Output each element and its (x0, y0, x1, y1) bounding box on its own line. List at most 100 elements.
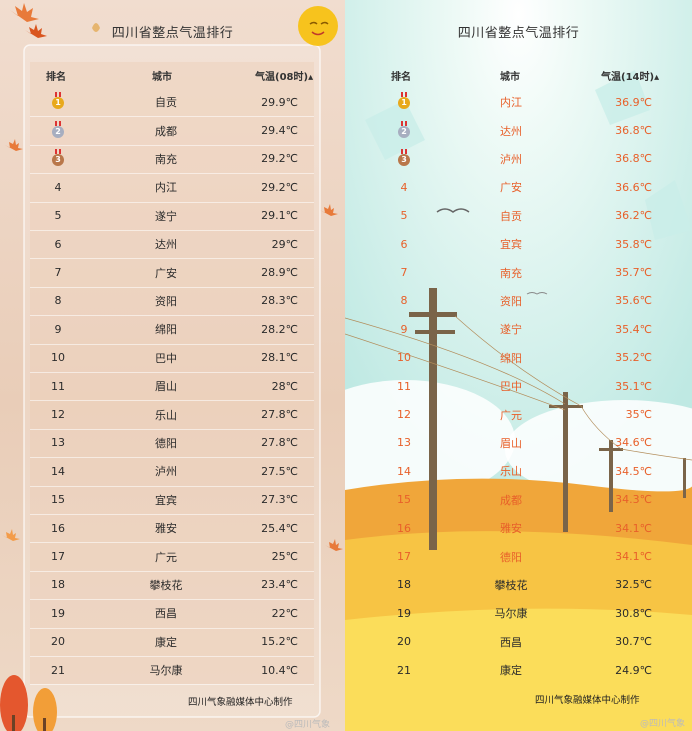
rank-cell: 18 (397, 578, 411, 592)
table-row: 11 眉山 28℃ (30, 372, 314, 400)
city-cell: 马尔康 (494, 607, 528, 621)
rank-cell: 17 (397, 550, 411, 564)
temp-cell: 29.9℃ (261, 95, 298, 109)
rank-cell: 1 (40, 92, 76, 110)
table-row: 4 广安 36.6℃ (370, 173, 670, 201)
morning-ranking-panel: 四川省整点气温排行 排名 城市 气温(08时)▴ 1 自贡 29.9℃ 2 成都 29.4… (0, 0, 345, 731)
temp-cell: 36.8℃ (615, 152, 652, 166)
table-row: 18 攀枝花 32.5℃ (370, 571, 670, 599)
row-divider (30, 258, 314, 260)
temp-cell: 28℃ (271, 379, 298, 393)
temp-header-label: 气温(08时) (255, 72, 309, 83)
footer-credit: 四川气象融媒体中心制作 (535, 695, 640, 706)
temp-cell: 29.1℃ (261, 209, 298, 223)
temp-header[interactable]: 气温(14时)▴ (601, 68, 659, 83)
table-row: 18 攀枝花 23.4℃ (30, 571, 314, 599)
rank-cell: 16 (397, 521, 411, 535)
city-cell: 乐山 (500, 465, 522, 479)
city-cell: 广元 (155, 550, 177, 564)
temp-cell: 28.9℃ (261, 266, 298, 280)
temp-cell: 27.3℃ (261, 493, 298, 507)
table-row: 6 达州 29℃ (30, 230, 314, 258)
page-title: 四川省整点气温排行 (457, 26, 580, 41)
table-row: 19 西昌 22℃ (30, 599, 314, 627)
temp-cell: 34.1℃ (615, 521, 652, 535)
city-cell: 德阳 (155, 436, 177, 450)
temp-header[interactable]: 气温(08时)▴ (255, 68, 313, 83)
temp-cell: 34.3℃ (615, 493, 652, 507)
city-cell: 康定 (155, 635, 177, 649)
rank-cell: 8 (54, 294, 62, 308)
temp-cell: 10.4℃ (261, 663, 298, 677)
rank-cell: 1 (386, 92, 422, 110)
city-cell: 康定 (500, 664, 522, 678)
table-row: 13 德阳 27.8℃ (30, 429, 314, 457)
temp-cell: 35.7℃ (615, 266, 652, 280)
city-cell: 南充 (155, 152, 177, 166)
watermark: @四川气象 (285, 720, 331, 730)
temp-cell: 30.7℃ (615, 635, 652, 649)
rank-header: 排名 (46, 72, 66, 83)
table-row: 10 巴中 28.1℃ (30, 344, 314, 372)
table-row: 20 西昌 30.7℃ (370, 628, 670, 656)
row-divider (30, 542, 314, 544)
city-cell: 巴中 (155, 351, 177, 365)
temp-cell: 27.8℃ (261, 408, 298, 422)
row-divider (30, 457, 314, 459)
rank-cell: 19 (51, 606, 65, 620)
gold-medal-icon: 1 (398, 92, 410, 110)
table-row: 21 马尔康 10.4℃ (30, 656, 314, 684)
temp-cell: 28.1℃ (261, 351, 298, 365)
temp-cell: 15.2℃ (261, 635, 298, 649)
silver-medal-icon: 2 (398, 120, 410, 138)
temp-cell: 36.2℃ (615, 209, 652, 223)
city-cell: 达州 (500, 124, 522, 138)
table-row: 2 达州 36.8℃ (370, 116, 670, 144)
city-cell: 马尔康 (149, 664, 183, 678)
temp-cell: 29℃ (271, 237, 298, 251)
row-divider (30, 400, 314, 402)
temp-cell: 27.5℃ (261, 464, 298, 478)
city-cell: 乐山 (155, 408, 177, 422)
table-row: 20 康定 15.2℃ (30, 628, 314, 656)
city-cell: 内江 (500, 96, 522, 110)
city-cell: 资阳 (500, 294, 522, 308)
temp-cell: 29.4℃ (261, 124, 298, 138)
temp-cell: 24.9℃ (615, 663, 652, 677)
row-divider (30, 343, 314, 345)
city-cell: 攀枝花 (494, 578, 528, 592)
table-row: 10 绵阳 35.2℃ (370, 344, 670, 372)
autumn-trees-decoration (0, 675, 57, 731)
city-cell: 眉山 (155, 380, 177, 394)
row-divider (30, 656, 314, 657)
city-cell: 雅安 (500, 522, 522, 536)
temp-cell: 35.8℃ (615, 237, 652, 251)
row-divider (30, 230, 314, 231)
table-row: 17 广元 25℃ (30, 542, 314, 570)
bronze-medal-icon: 3 (398, 148, 410, 166)
rank-cell: 3 (40, 148, 76, 166)
temp-cell: 30.8℃ (615, 606, 652, 620)
rank-cell: 10 (397, 351, 411, 365)
temp-cell: 34.5℃ (615, 464, 652, 478)
city-cell: 资阳 (155, 294, 177, 308)
rank-cell: 12 (397, 408, 411, 422)
temp-cell: 34.1℃ (615, 550, 652, 564)
temp-cell: 25℃ (271, 550, 298, 564)
row-divider (30, 372, 314, 373)
rank-cell: 8 (400, 294, 408, 308)
temp-cell: 28.3℃ (261, 294, 298, 308)
table-row: 19 马尔康 30.8℃ (370, 599, 670, 627)
autumn-background (0, 3, 343, 731)
rank-cell: 7 (54, 266, 62, 280)
table-row: 7 广安 28.9℃ (30, 258, 314, 286)
watermark: @四川气象 (640, 719, 686, 729)
rank-cell: 4 (54, 180, 62, 194)
rank-cell: 14 (397, 464, 411, 478)
city-cell: 遂宁 (500, 323, 522, 337)
maple-leaf-icon (2, 3, 343, 551)
table-row: 8 资阳 35.6℃ (370, 287, 670, 315)
city-cell: 眉山 (500, 436, 522, 450)
rank-cell: 7 (400, 266, 408, 280)
city-cell: 泸州 (500, 152, 522, 166)
